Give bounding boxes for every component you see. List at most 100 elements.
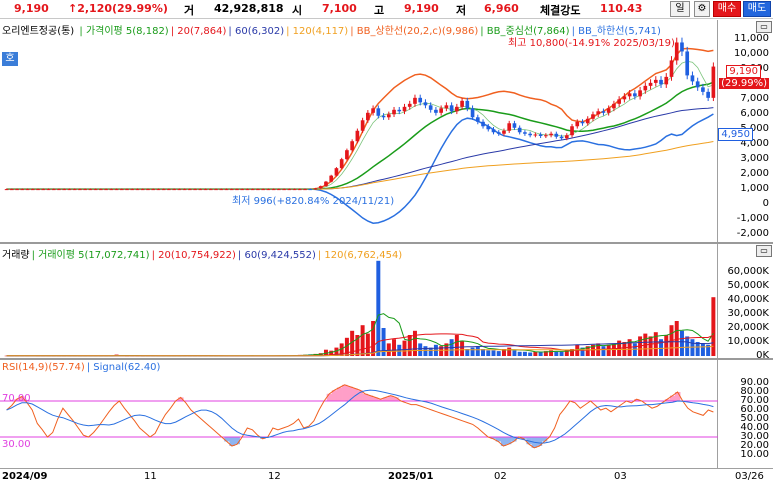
rsi-oversold-fill: [521, 437, 527, 439]
candle-body: [690, 75, 695, 82]
volume-bar: [601, 346, 606, 356]
candle-body: [119, 189, 124, 191]
candle-body: [570, 126, 574, 136]
candle-body: [355, 130, 360, 142]
rsi-overbought-fill: [367, 395, 374, 401]
volume-bar: [685, 336, 690, 356]
rsi-overbought-fill: [377, 399, 384, 401]
rsi-oversold-fill: [511, 437, 517, 442]
candle-body: [475, 117, 480, 122]
rsi-legend: RSI(14,9)(57.74) | Signal(62.40): [2, 362, 162, 373]
candle-body: [250, 189, 255, 191]
quote-badge[interactable]: 호: [2, 52, 18, 66]
candle-body: [711, 66, 716, 98]
volume-bar: [507, 347, 512, 356]
rsi-overbought-fill: [336, 387, 343, 401]
y-tick-label: 30.00: [740, 431, 769, 442]
rsi-overbought-fill: [362, 393, 368, 401]
date-axis: 2024/09 11 12 2025/01 02 03 03/26: [0, 468, 773, 485]
candle-body: [224, 189, 229, 191]
candle-body: [308, 189, 313, 191]
rsi-chart-svg: [0, 384, 718, 449]
volume-panel[interactable]: 60,000K 50,000K 40,000K 30,000K 20,000K 10,00…: [0, 244, 773, 361]
volume-bar: [428, 347, 433, 356]
rsi-oversold-fill: [505, 437, 512, 445]
panel-maximize-icon[interactable]: ▭: [756, 21, 772, 33]
candle-body: [638, 90, 642, 97]
low-price-tag: 4,950: [718, 128, 753, 141]
panel-maximize-icon[interactable]: ▭: [756, 245, 772, 257]
candle-body: [606, 108, 611, 113]
legend-entry: | BB_하한선(5,741): [571, 26, 661, 37]
volume-bar: [496, 351, 501, 356]
bb-upper-line: [6, 47, 714, 190]
buy-button[interactable]: 매수: [713, 1, 741, 17]
candle-body: [130, 189, 135, 191]
price-panel[interactable]: 11,00010,0009,0008,0007,0006,0005,0004,0…: [0, 20, 773, 242]
gear-icon[interactable]: ⚙: [694, 1, 710, 17]
y-tick-label: 3,000: [740, 153, 769, 165]
volume-bar: [418, 343, 423, 356]
candle-body: [334, 168, 339, 176]
price-plot-area[interactable]: [0, 20, 718, 242]
candle-body: [208, 189, 213, 191]
candle-body: [434, 109, 438, 113]
volume-plot-area[interactable]: [0, 244, 718, 358]
candle-body: [549, 133, 553, 136]
candle-body: [151, 189, 156, 191]
candle-body: [418, 97, 423, 103]
y-tick-label: 11,000: [734, 33, 769, 45]
candle-body: [229, 189, 234, 191]
stock-title: 오리엔트정공(통): [2, 26, 75, 37]
legend-entry: | 120(6,762,454): [317, 250, 403, 261]
rsi-overbought-fill: [178, 397, 184, 401]
candle-body: [62, 189, 67, 191]
candle-body: [585, 118, 590, 124]
candle-body: [538, 134, 543, 136]
candle-body: [83, 189, 87, 191]
rsi-plot-area[interactable]: [0, 360, 718, 468]
volume-bar: [439, 346, 444, 356]
candle-body: [140, 189, 145, 191]
y-tick-label: 6,000: [740, 108, 769, 120]
rsi-oversold-fill: [234, 437, 240, 445]
volume-bar: [334, 347, 339, 356]
candle-body: [591, 114, 595, 119]
rsi-overbought-fill: [669, 395, 676, 401]
candle-body: [313, 188, 318, 190]
y-tick-label: 90.00: [740, 377, 769, 388]
candle-body: [455, 106, 459, 112]
candle-body: [486, 126, 491, 130]
rsi-overbought-fill: [388, 395, 394, 401]
candle-body: [397, 109, 402, 112]
sell-button[interactable]: 매도: [743, 1, 771, 17]
candle-body: [491, 129, 496, 133]
candle-body: [4, 189, 9, 191]
panel-divider[interactable]: [0, 358, 773, 360]
volume-bar: [528, 352, 533, 356]
volume-bar: [690, 339, 695, 356]
rsi-overbought-fill: [372, 397, 379, 401]
candle-body: [428, 105, 433, 110]
period-day-button[interactable]: 일: [670, 1, 690, 17]
volume-bar: [339, 343, 344, 356]
strength-label: 체결강도: [540, 4, 581, 17]
candle-body: [125, 189, 129, 191]
candle-body: [407, 103, 412, 107]
candle-body: [266, 189, 271, 191]
rsi-overbought-fill: [342, 384, 348, 401]
y-tick-label: 40,000K: [727, 294, 769, 305]
candle-body: [203, 189, 208, 191]
rsi-overbought-fill: [634, 399, 640, 401]
volume-bar: [376, 260, 381, 356]
candle-body: [528, 133, 532, 136]
y-tick-label: -2,000: [736, 228, 769, 239]
volume-bar: [543, 351, 548, 356]
rsi-level-70-label: 70.00: [2, 393, 31, 404]
panel-divider[interactable]: [0, 242, 773, 244]
ma120-line: [6, 141, 714, 190]
rsi-panel[interactable]: 90.00 80.00 70.00 60.00 50.00 40.00 30.00 20.00…: [0, 360, 773, 468]
candle-body: [256, 189, 260, 191]
volume-y-axis: 60,000K 50,000K 40,000K 30,000K 20,000K 10,00…: [718, 244, 773, 361]
